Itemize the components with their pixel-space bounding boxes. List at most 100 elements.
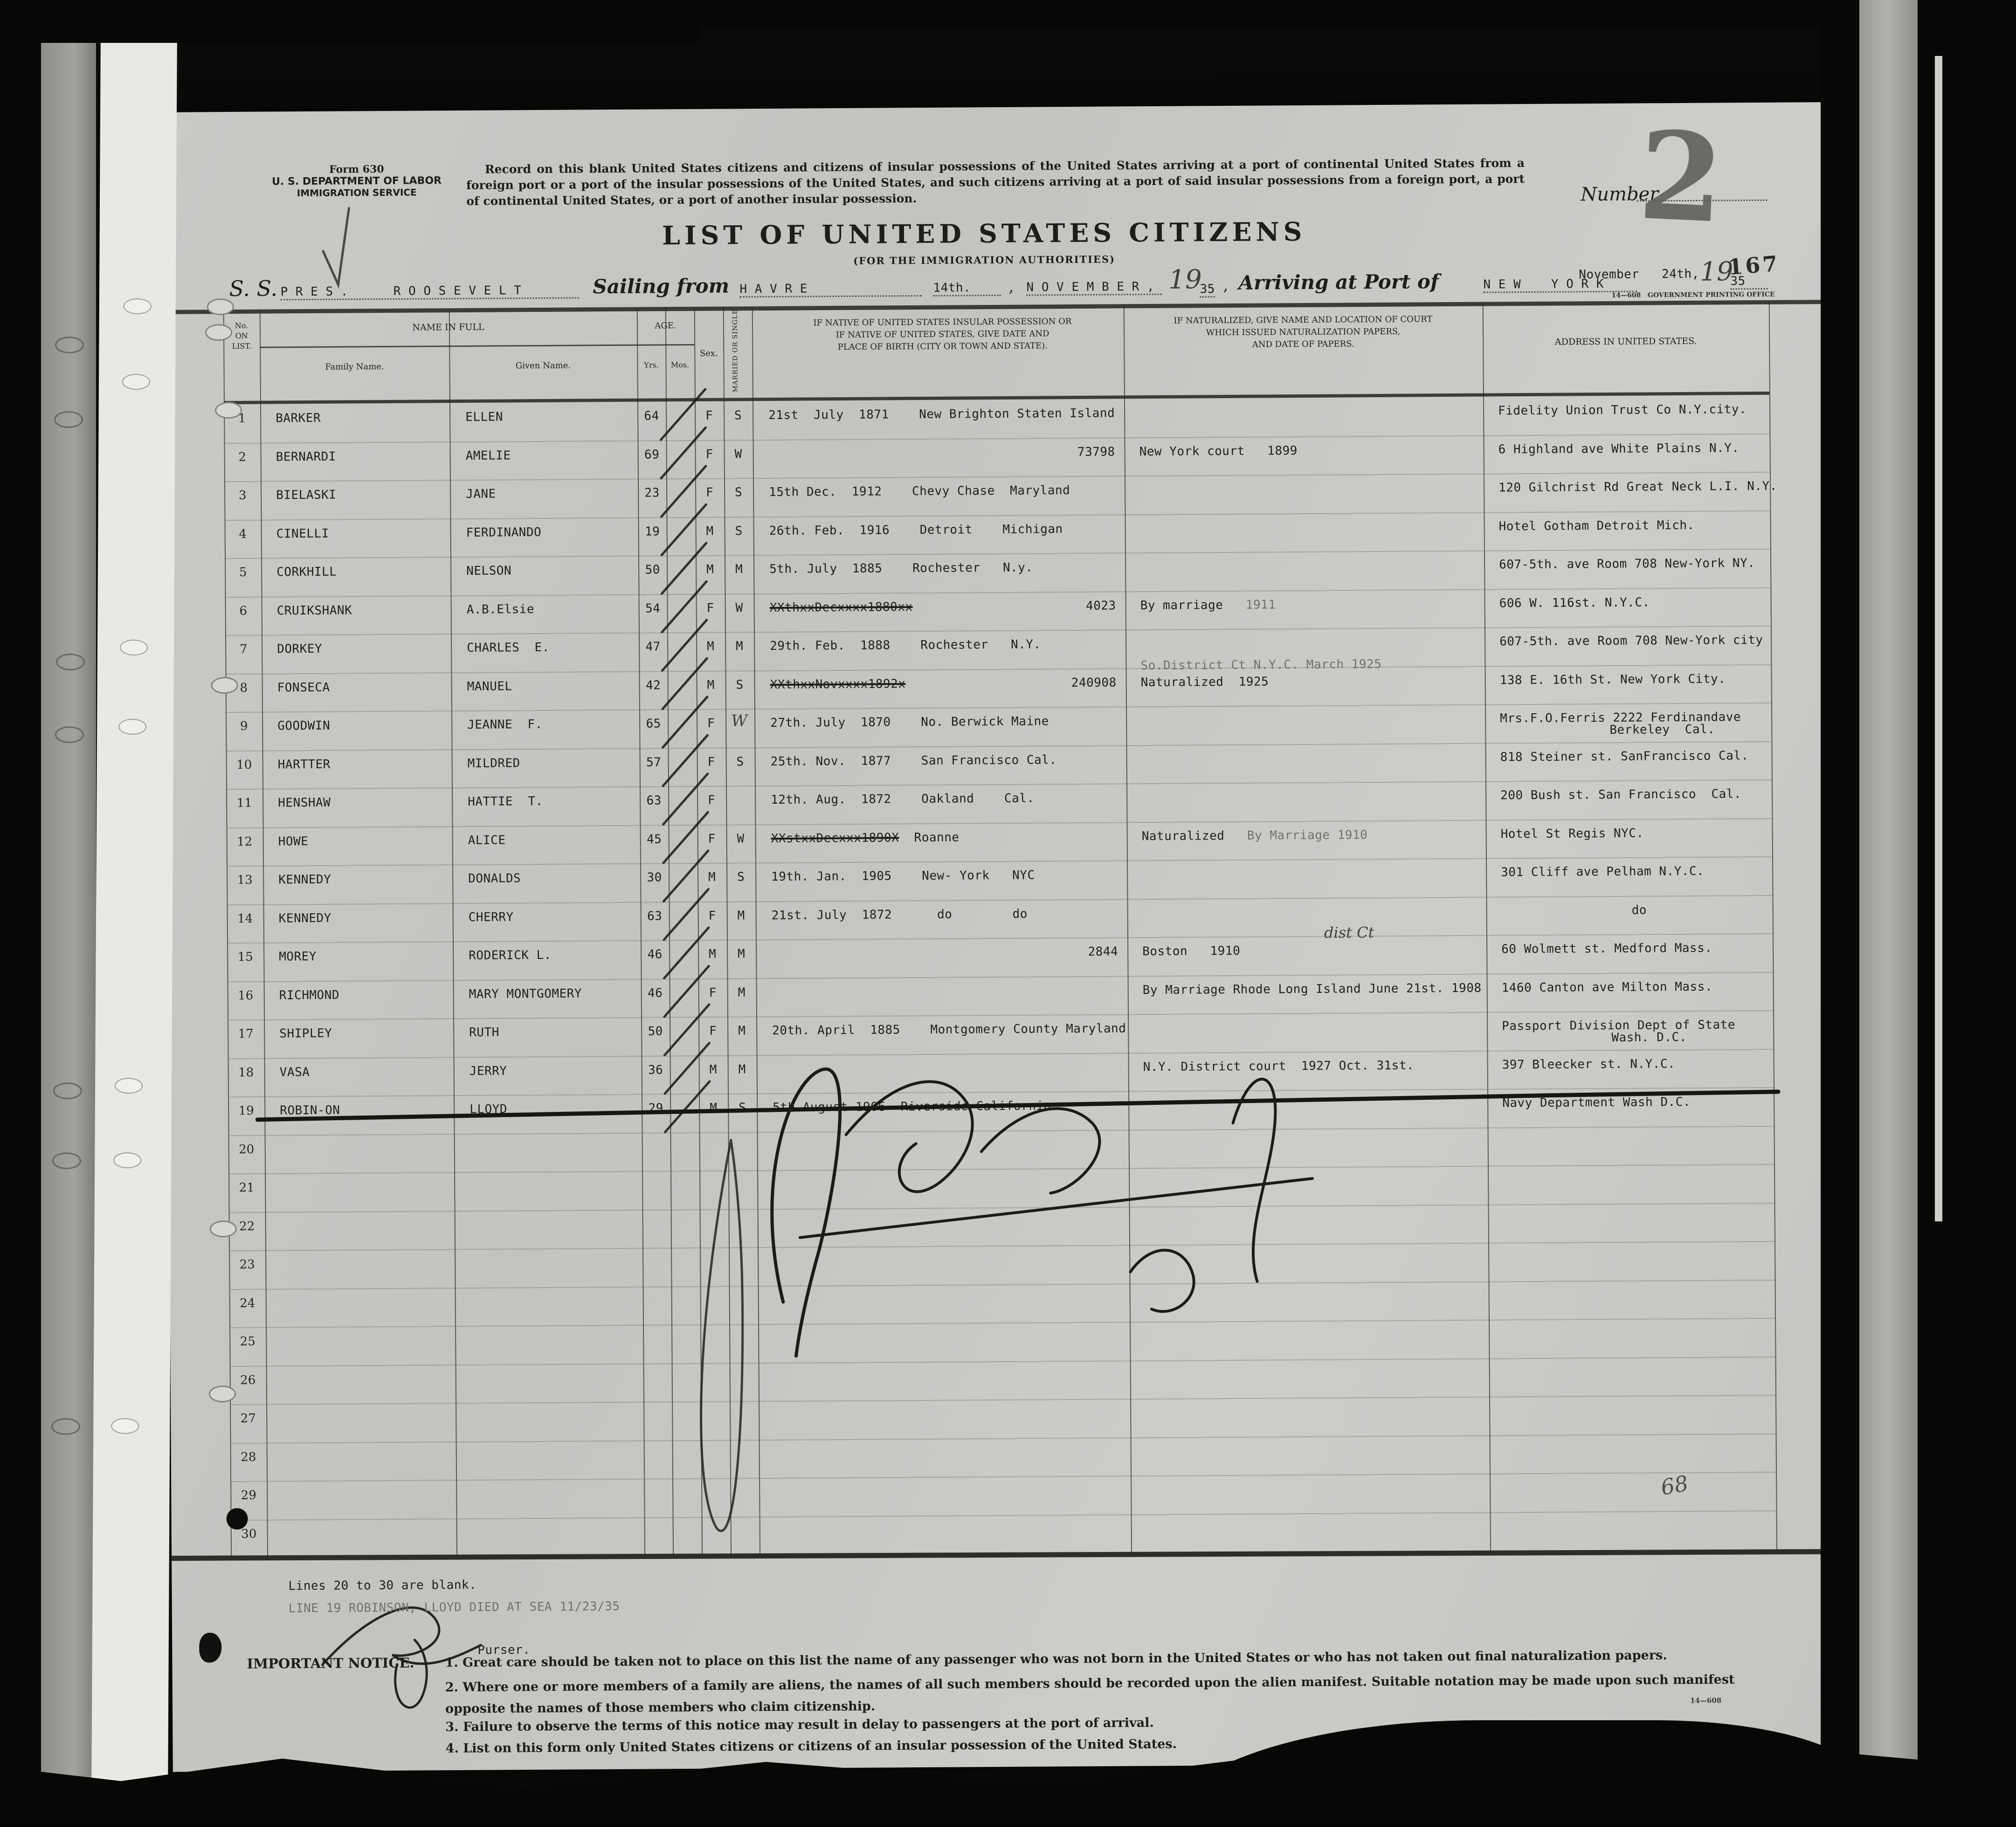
birth-text: 27th. July 1870 No. Berwick Maine [770, 714, 1049, 730]
given-name: FERDINANDO [466, 525, 542, 540]
given-name: RODERICK L. [469, 948, 552, 963]
birth-text: 5th. July 1885 Rochester N.y. [769, 560, 1033, 576]
row-number: 7 [239, 642, 248, 656]
given-name: LLOYD [469, 1102, 508, 1117]
death-note: LINE 19 ROBINSON, LLOYD DIED AT SEA 11/2… [288, 1599, 620, 1616]
marital-status: S [734, 485, 743, 500]
marital-status: M [738, 1024, 746, 1038]
naturalization-text: By Marriage Rhode Long Island June 21st.… [1142, 981, 1482, 997]
scan-edge-top-left [0, 0, 699, 43]
naturalization-text: Naturalized [1141, 828, 1225, 843]
marital-status: M [738, 985, 746, 1000]
naturalization-faint-text: 1911 [1223, 597, 1276, 612]
age-years: 63 [647, 909, 663, 924]
birth-text: 21st. July 1872 do do [771, 907, 1028, 923]
birth-info: 29th. Feb. 1888 Rochester N.Y. [770, 637, 1041, 653]
row-number: 5 [239, 565, 247, 579]
us-address: 818 Steiner st. SanFrancisco Cal. [1500, 748, 1749, 764]
sex: M [709, 1062, 717, 1077]
age-years: 36 [648, 1062, 663, 1077]
punch-hole-filled [226, 1508, 248, 1530]
birth-info: XXthxxNovxxxx1892x [770, 677, 906, 692]
age-years: 63 [646, 793, 662, 808]
row-number: 6 [239, 604, 248, 618]
sex: F [709, 1024, 717, 1038]
row-number: 28 [241, 1450, 256, 1464]
certificate-number: 240908 [1071, 675, 1117, 690]
given-name: AMELIE [465, 448, 511, 463]
family-name: RICHMOND [279, 988, 340, 1002]
birth-text: 26th. Feb. 1916 Detroit Michigan [769, 522, 1063, 538]
row-number: 10 [236, 758, 252, 772]
age-years: 64 [644, 409, 659, 423]
marital-status: M [735, 562, 743, 577]
sex: M [710, 1101, 718, 1115]
row-number: 11 [236, 796, 252, 810]
marital-status: M [738, 1062, 746, 1076]
us-address: 607-5th. ave Room 708 New-York NY. [1499, 556, 1755, 572]
family-name: CRUIKSHANK [276, 603, 352, 618]
certificate-number: 73798 [1077, 444, 1115, 459]
us-address: 397 Bleecker st. N.Y.C. [1502, 1056, 1676, 1072]
sex: F [705, 447, 713, 462]
naturalization-info: N.Y. District court 1927 Oct. 31st. [1143, 1058, 1415, 1074]
given-name: MANUEL [467, 679, 512, 694]
marital-status: S [739, 1101, 746, 1115]
us-address: 6 Highland ave White Plains N.Y. [1498, 441, 1740, 456]
marital-status: W [735, 600, 743, 615]
age-years: 54 [645, 601, 661, 616]
row-number: 20 [239, 1142, 255, 1157]
given-name: CHARLES E. [467, 640, 550, 655]
naturalization-info: New York court 1899 [1139, 444, 1298, 459]
punch-hole [214, 401, 242, 419]
sex: F [708, 832, 716, 846]
punch-hole [211, 676, 238, 694]
row-number: 3 [238, 488, 247, 503]
age-years: 42 [645, 678, 661, 693]
age-years: 50 [645, 563, 660, 577]
row-number: 16 [238, 988, 254, 1003]
sex: F [708, 909, 716, 923]
us-address: 301 Cliff ave Pelham N.Y.C. [1501, 864, 1705, 880]
marital-status: W [734, 447, 742, 461]
age-years: 19 [644, 524, 660, 539]
manifest-page: Form 630 U. S. DEPARTMENT OF LABOR IMMIG… [163, 102, 1833, 1772]
notice-item-2: 2. Where one or more members of a family… [445, 1672, 1735, 1717]
sex: M [708, 870, 716, 884]
print-code-bottom: 14—608 [1690, 1696, 1722, 1705]
birth-info: 21st July 1871 New Brighton Staten Islan… [768, 406, 1115, 422]
row-number: 23 [239, 1257, 255, 1272]
tally-mark: 68 [1658, 1470, 1691, 1500]
birth-struck-text: XXstxxDecxxx1890X [771, 830, 899, 846]
row-number: 21 [239, 1180, 255, 1195]
court-handwritten-note: dist Ct [1324, 924, 1374, 942]
us-address: 120 Gilchrist Rd Great Neck L.I. N.Y. [1498, 479, 1777, 495]
family-name: BERNARDI [276, 449, 337, 464]
row-number: 15 [237, 950, 253, 964]
us-address-line2: Wash. D.C. [1611, 1030, 1687, 1045]
naturalization-info: Naturalized By Marriage 1910 [1142, 828, 1368, 843]
sex: M [707, 639, 715, 654]
family-name: GOODWIN [277, 718, 331, 733]
naturalization-info: Boston 1910 [1142, 944, 1240, 958]
us-address: Fidelity Union Trust Co N.Y.city. [1498, 402, 1747, 418]
sex: F [706, 601, 714, 615]
us-address: Hotel St Regis NYC. [1500, 826, 1644, 841]
naturalization-info: Naturalized 1925 [1141, 675, 1269, 689]
scan-edge-left [0, 0, 43, 1827]
sex: F [709, 986, 717, 1000]
naturalization-text: Naturalized 1925 [1140, 674, 1269, 689]
row-number: 25 [240, 1334, 255, 1349]
birth-text: 15th Dec. 1912 Chevy Chase Maryland [769, 483, 1070, 499]
us-address: 200 Bush st. San Francisco Cal. [1500, 787, 1742, 803]
family-name: MOREY [279, 949, 317, 964]
marital-status: M [737, 908, 745, 923]
us-address-line2: Berkeley Cal. [1609, 722, 1715, 737]
age-years: 50 [648, 1024, 663, 1039]
given-name: NELSON [466, 564, 512, 578]
us-address: 606 W. 116st. N.Y.C. [1499, 595, 1650, 610]
sex: F [705, 408, 713, 423]
naturalization-court-faint: So.District Ct N.Y.C. March 1925 [1140, 657, 1382, 673]
row-number: 27 [240, 1411, 256, 1426]
